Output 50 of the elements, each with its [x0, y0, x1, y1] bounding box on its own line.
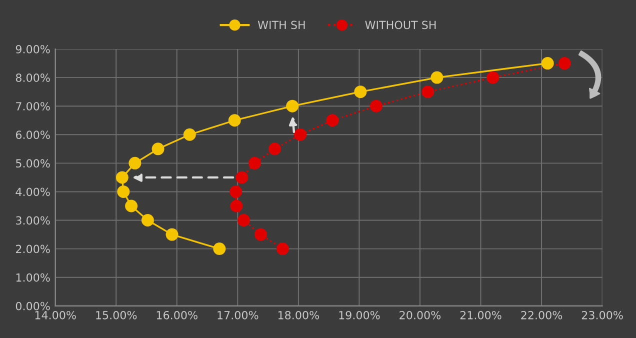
y-tick-label: 0.00% — [16, 302, 50, 310]
y-tick-label: 1.00% — [16, 273, 50, 282]
point — [430, 71, 444, 84]
point — [166, 228, 178, 241]
point — [286, 100, 299, 112]
point — [152, 142, 164, 156]
point — [213, 242, 226, 256]
y-tick-label: 3.00% — [16, 216, 50, 225]
x-tick-label: 17.00% — [218, 310, 258, 320]
point — [558, 57, 571, 70]
x-tick-label: 23.00% — [582, 310, 623, 320]
x-tick-label: 21.00% — [460, 310, 502, 320]
point — [230, 185, 242, 198]
x-tick-label: 22.00% — [521, 310, 562, 320]
y-tick-label: 5.00% — [16, 159, 50, 168]
point — [354, 86, 367, 98]
x-tick-label: 18.00% — [278, 310, 319, 320]
point — [326, 114, 339, 127]
point — [254, 228, 267, 241]
legend-label: WITH SH — [258, 20, 305, 30]
point — [141, 214, 154, 227]
legend-label: WITHOUT SH — [365, 20, 436, 30]
point — [276, 242, 289, 256]
y-tick-label: 4.00% — [16, 188, 50, 196]
point — [117, 185, 130, 198]
y-tick-label: 9.00% — [16, 44, 50, 54]
x-tick-label: 16.00% — [156, 310, 198, 320]
x-tick-label: 15.00% — [96, 310, 137, 320]
point — [228, 114, 241, 127]
y-tick-label: 7.00% — [16, 102, 50, 110]
point — [183, 128, 196, 141]
point — [294, 128, 306, 141]
x-tick-label: 19.00% — [339, 310, 380, 320]
point — [128, 156, 142, 170]
point — [248, 156, 261, 170]
point — [236, 171, 248, 184]
point — [422, 86, 434, 98]
point — [237, 214, 250, 227]
point — [541, 57, 554, 70]
point — [268, 142, 281, 156]
y-tick-label: 2.00% — [16, 244, 50, 254]
point — [125, 200, 138, 212]
point — [370, 100, 382, 112]
x-tick-label: 14.00% — [35, 310, 76, 320]
point — [486, 71, 500, 84]
point — [230, 200, 243, 212]
point — [116, 171, 128, 184]
y-tick-label: 6.00% — [16, 130, 50, 140]
y-tick-label: 8.00% — [16, 74, 50, 82]
x-tick-label: 20.00% — [400, 310, 441, 320]
